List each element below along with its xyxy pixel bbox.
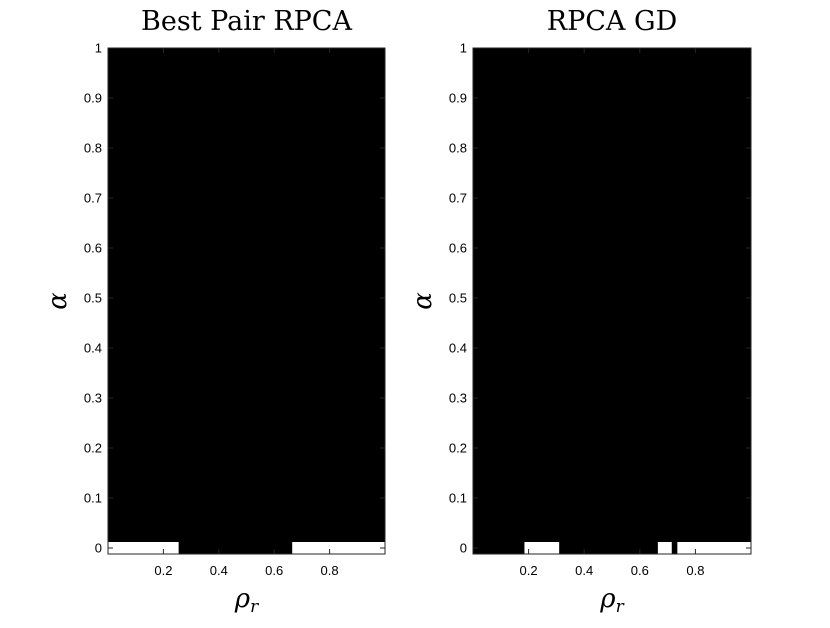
heatmap-background (473, 48, 751, 554)
x-tick-label: 0.6 (631, 563, 649, 578)
x-tick-label: 0.4 (210, 563, 228, 578)
y-tick-label: 0.6 (84, 241, 102, 256)
y-tick-label: 0.8 (84, 141, 102, 156)
y-tick-label: 0.4 (84, 341, 102, 356)
success-cell (292, 542, 385, 554)
y-tick-label: 0.3 (84, 391, 102, 406)
axes-frame (472, 47, 752, 555)
chart-panel-1: 0 0.1 0.2 0.3 0.4 0.5 0.6 0.7 0.8 0.9 1 0.2 0.4 0.6 0.… (43, 6, 386, 617)
y-tick-label: 0.4 (449, 341, 467, 356)
y-tick-label: 0.1 (84, 491, 102, 506)
success-cell (657, 542, 672, 554)
success-cell (524, 542, 560, 554)
x-tick-label: 0.6 (265, 563, 283, 578)
y-tick-label: 0.2 (449, 441, 467, 456)
y-tick-label: 1 (460, 41, 467, 56)
heatmap-background (108, 48, 385, 554)
x-axis-label: ρr (234, 584, 259, 617)
y-tick-label: 0.5 (84, 291, 102, 306)
y-tick-label: 0.2 (84, 441, 102, 456)
y-tick-label: 0.6 (449, 241, 467, 256)
chart-title: RPCA GD (547, 6, 677, 37)
y-tick-label: 0.1 (449, 491, 467, 506)
axes-frame (107, 47, 386, 555)
chart-title: Best Pair RPCA (141, 6, 352, 37)
x-tick-label: 0.4 (575, 563, 593, 578)
y-tick-label: 0.8 (449, 141, 467, 156)
y-tick-label: 0.9 (449, 91, 467, 106)
y-axis-label: α (43, 292, 73, 310)
chart-panel-2: 0 0.1 0.2 0.3 0.4 0.5 0.6 0.7 0.8 0.9 1 0.2 0.4 0.6 0.… (408, 6, 752, 617)
success-cell (677, 542, 751, 554)
x-tick-label: 0.2 (154, 563, 172, 578)
x-axis-label-subscript: r (250, 597, 259, 617)
x-tick-label: 0.8 (321, 563, 339, 578)
y-tick-label: 0 (95, 541, 102, 556)
y-tick-label: 0.7 (449, 191, 467, 206)
x-axis-label-subscript: r (616, 597, 625, 617)
x-axis-label: ρr (599, 584, 624, 617)
y-tick-label: 0.7 (84, 191, 102, 206)
x-tick-label: 0.8 (686, 563, 704, 578)
success-cell (108, 542, 179, 554)
y-tick-label: 0 (460, 541, 467, 556)
y-axis-label: α (408, 292, 438, 310)
y-tick-label: 0.9 (84, 91, 102, 106)
y-tick-label: 1 (95, 41, 102, 56)
x-tick-label: 0.2 (520, 563, 538, 578)
y-tick-label: 0.5 (449, 291, 467, 306)
y-tick-label: 0.3 (449, 391, 467, 406)
